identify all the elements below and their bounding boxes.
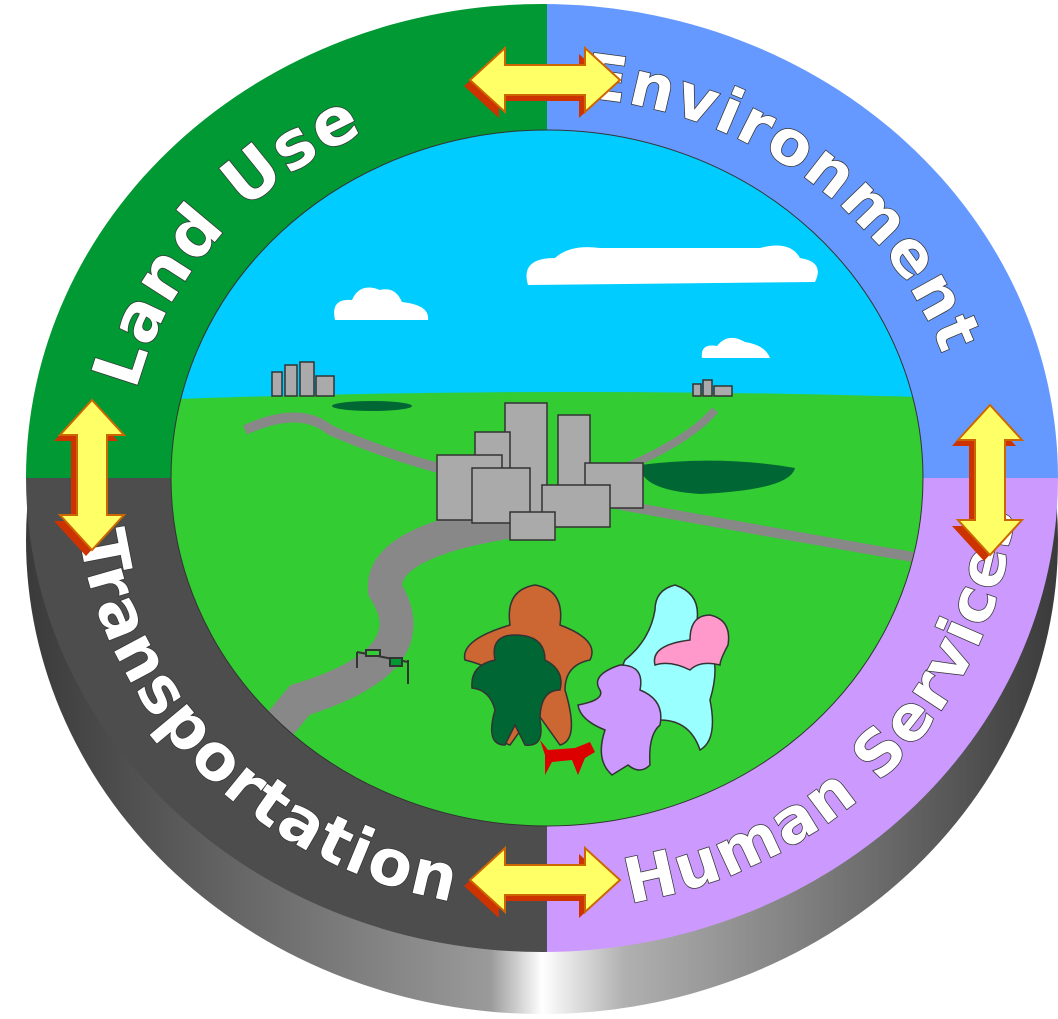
diagram: Land Use Environment Human Services Tran… — [0, 0, 1058, 1019]
pond — [332, 401, 412, 411]
